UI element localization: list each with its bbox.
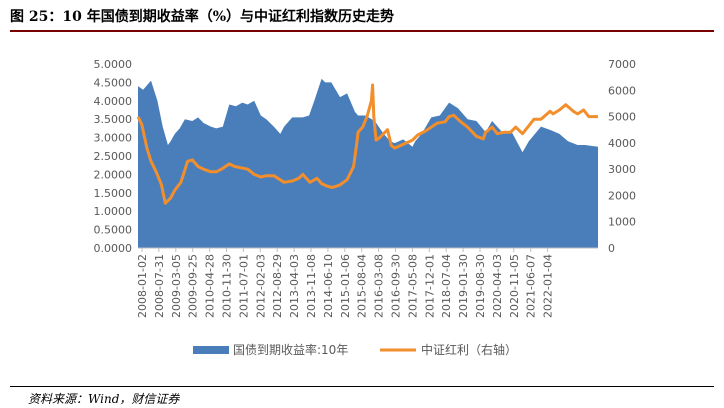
y-left-tick-label: 4.5000 (94, 76, 133, 89)
x-tick-label: 2015-01-06 (339, 254, 352, 318)
x-tick-label: 2010-04-28 (204, 254, 217, 318)
x-tick-label: 2020-11-05 (508, 254, 521, 318)
x-tick-label: 2021-06-07 (525, 254, 538, 318)
yield-area (138, 78, 598, 248)
x-tick-label: 2019-01-30 (457, 254, 470, 318)
axes-layer: 0.0000 0.5000 1.0000 1.5000 2.0000 2.5000 3.00… (94, 58, 637, 318)
y-right-tick-label: 1000 (608, 216, 636, 229)
x-tick-label: 2017-12-01 (423, 254, 436, 318)
x-tick-label: 2010-11-30 (221, 254, 234, 318)
x-tick-label: 2017-05-08 (406, 254, 419, 318)
title-rule (10, 30, 714, 32)
x-tick-label: 2018-07-04 (440, 254, 453, 318)
y-right-tick-label: 4000 (608, 137, 636, 150)
legend-label-yield: 国债到期收益率:10年 (233, 342, 348, 357)
x-tick-label: 2008-07-31 (153, 254, 166, 318)
y-left-tick-label: 2.5000 (94, 150, 133, 163)
x-tick-label: 2020-04-03 (491, 254, 504, 318)
y-left-tick-label: 3.0000 (94, 132, 133, 145)
y-right-tick-label: 3000 (608, 163, 636, 176)
chart: 0.0000 0.5000 1.0000 1.5000 2.0000 2.5000 3.00… (94, 58, 637, 357)
y-left-tick-label: 1.5000 (94, 187, 133, 200)
x-tick-label: 2015-08-04 (356, 254, 369, 318)
source-note: 资料来源：Wind，财信证券 (28, 392, 180, 406)
x-tick-label: 2012-02-03 (254, 254, 267, 318)
yield-area-layer (138, 78, 598, 248)
y-right-tick-label: 6000 (608, 84, 636, 97)
y-left-tick-label: 4.0000 (94, 95, 133, 108)
x-tick-label: 2022-01-04 (542, 254, 555, 318)
x-tick-label: 2012-08-29 (271, 254, 284, 318)
figure-title: 图 25：10 年国债到期收益率（%）与中证红利指数历史走势 (10, 9, 395, 25)
dividend-line (136, 83, 598, 205)
legend-label-dividend: 中证红利（右轴） (421, 342, 517, 357)
y-left-tick-label: 0.5000 (94, 224, 133, 237)
y-left-tick-label: 3.5000 (94, 113, 133, 126)
x-tick-label: 2008-01-02 (136, 254, 149, 318)
x-tick-label: 2013-11-08 (305, 254, 318, 318)
x-tick-label: 2013-04-03 (288, 254, 301, 318)
x-tick-label: 2014-06-10 (322, 254, 335, 318)
x-tick-label: 2009-09-25 (187, 254, 200, 318)
y-right-tick-label: 0 (608, 242, 615, 255)
x-tick-label: 2009-03-05 (170, 254, 183, 318)
x-tick-label: 2016-03-08 (373, 254, 386, 318)
x-tick-label: 2016-09-30 (390, 254, 403, 318)
y-left-tick-label: 1.0000 (94, 205, 133, 218)
y-right-tick-label: 7000 (608, 58, 636, 71)
legend-swatch-yield (193, 346, 229, 354)
dividend-line-layer (136, 83, 598, 205)
y-left-tick-label: 2.0000 (94, 168, 133, 181)
y-right-tick-label: 2000 (608, 189, 636, 202)
source-rule (10, 386, 714, 387)
y-left-tick-label: 5.0000 (94, 58, 133, 71)
x-tick-label: 2011-07-01 (237, 254, 250, 318)
legend: 国债到期收益率:10年 中证红利（右轴） (193, 342, 517, 357)
y-left-tick-label: 0.0000 (94, 242, 133, 255)
y-right-tick-label: 5000 (608, 111, 636, 124)
x-tick-label: 2019-08-30 (474, 254, 487, 318)
